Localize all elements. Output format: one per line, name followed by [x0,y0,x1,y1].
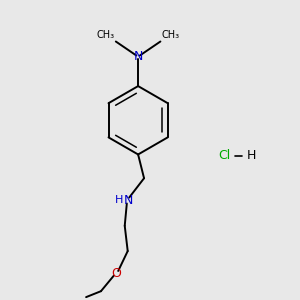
Text: O: O [111,267,121,280]
Text: H: H [246,149,256,162]
Text: N: N [124,194,133,207]
Text: N: N [134,50,143,63]
Text: CH₃: CH₃ [97,30,115,40]
Text: CH₃: CH₃ [161,30,179,40]
Text: Cl: Cl [218,149,230,162]
Text: H: H [115,195,123,205]
